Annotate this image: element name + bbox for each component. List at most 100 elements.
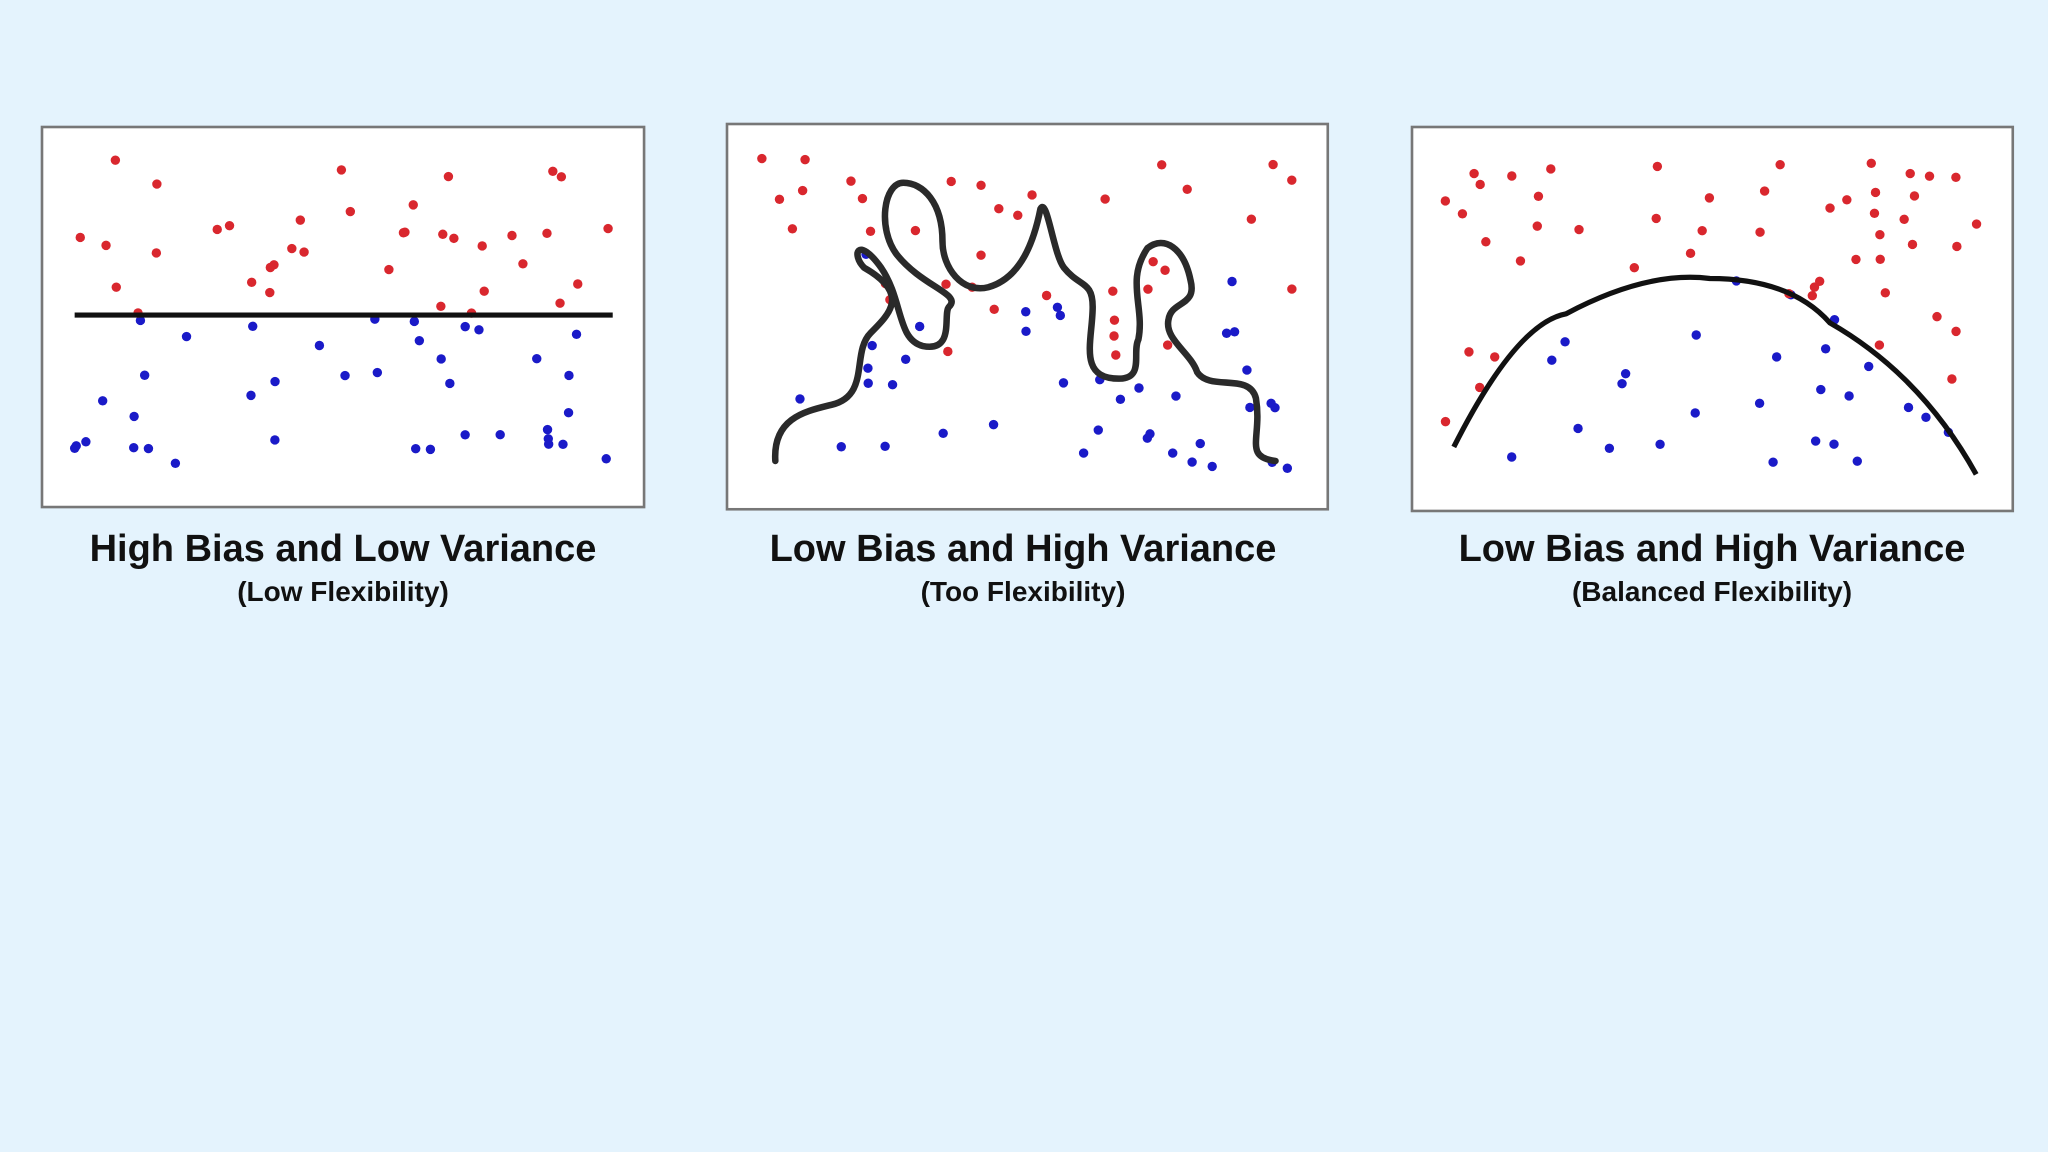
panel [40,125,646,509]
dot [1221,328,1232,338]
dot [1866,158,1876,168]
dot [1507,452,1517,462]
dot [181,331,192,342]
dot [1903,402,1914,413]
dot [1246,214,1257,224]
dot [436,354,446,364]
dot [1617,379,1627,389]
dot [1775,159,1785,170]
dot [1532,221,1542,231]
dot [1440,416,1451,427]
dot [865,226,876,237]
dot [438,229,448,239]
dot [1515,256,1526,266]
dot [1109,315,1120,325]
dot [71,441,81,451]
dot [151,248,162,258]
dot [75,232,85,243]
dot [1844,391,1854,401]
dot [1287,284,1297,294]
dot [976,250,986,260]
dot [774,194,785,204]
dot [1899,214,1909,224]
dot [460,430,470,440]
dot [867,340,877,351]
dot [836,442,846,452]
panel-frame [725,122,1330,511]
dot [571,329,582,340]
dot [1242,365,1252,375]
dot [1951,326,1961,337]
dot [1851,254,1861,265]
dot [101,240,111,251]
dot [938,428,948,439]
dot [1924,171,1935,181]
dot [880,441,890,451]
dot [1629,262,1640,273]
dot [477,241,487,251]
dot [1685,248,1696,259]
dot [989,304,999,315]
dot [1573,423,1583,434]
panel-frame [1410,125,2015,513]
dot [910,225,921,236]
dot [1932,311,1942,322]
dot [1171,391,1181,401]
dot [443,171,454,182]
dot [1907,239,1918,250]
dot [1481,237,1491,247]
dot [1768,457,1778,467]
dot [863,363,873,373]
dot [795,394,805,404]
dot [1952,241,1962,252]
dot [1245,402,1255,413]
dot [81,437,91,447]
dot [900,354,911,365]
dot [1160,265,1170,275]
dot [408,200,418,210]
dot [1162,340,1173,350]
dot [941,279,951,289]
dot [1870,187,1881,198]
dot [946,176,956,187]
dot [542,424,553,435]
dot [1825,203,1835,213]
dot [1971,219,1982,229]
dot [1951,172,1961,183]
dot [1697,226,1707,236]
dot [1814,276,1825,286]
dot [1842,195,1852,205]
dot [224,220,235,231]
dot [1560,337,1570,347]
panel [1410,125,2015,513]
dot [518,259,528,269]
dot [1109,331,1119,341]
dot [449,233,459,244]
dot [265,262,276,273]
dot [265,287,275,298]
dot [564,370,574,381]
dot [139,370,150,380]
dot [1268,159,1278,170]
dot [857,193,868,204]
dot [1816,384,1826,395]
dot [345,206,356,217]
dot [129,411,139,422]
panel-subtitle: (Low Flexibility) [237,576,449,607]
dot [1604,443,1615,454]
dot [1921,412,1931,423]
dot [887,380,898,390]
dot [1168,448,1178,458]
dot [436,301,446,312]
dot [479,286,489,296]
dot [170,458,181,468]
dot [152,179,162,189]
dot [1947,374,1957,384]
panel-subtitle: (Balanced Flexibility) [1572,576,1852,607]
dot [1820,344,1831,354]
dot [1021,307,1031,317]
panel-subtitle: (Too Flexibility) [921,576,1126,607]
dot [1620,368,1631,379]
dot [295,215,306,225]
dot [1115,394,1126,405]
